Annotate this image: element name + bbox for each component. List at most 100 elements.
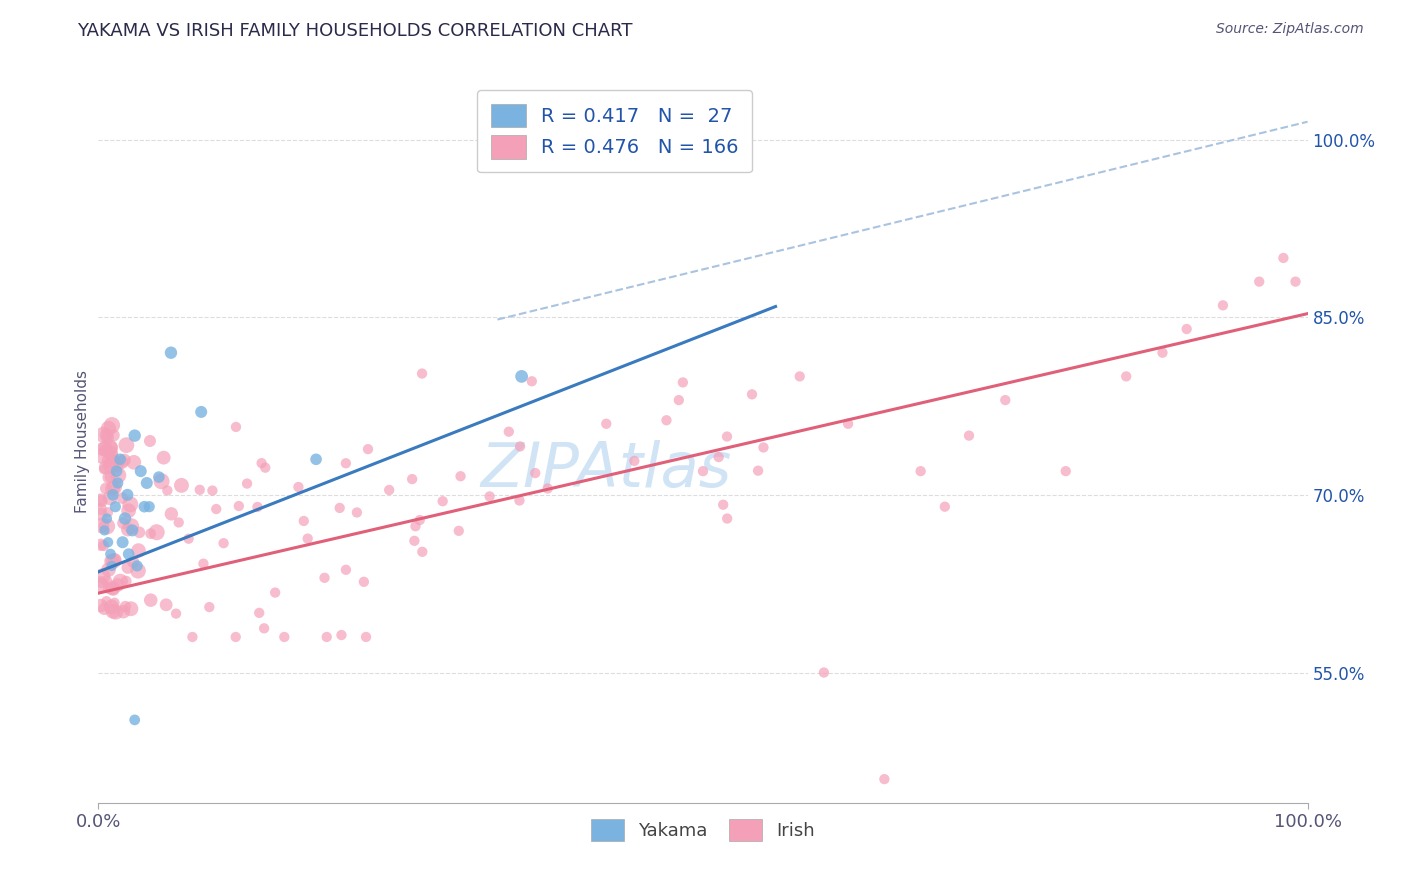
Point: [98, 453, 121, 467]
Point: [98, 470, 121, 484]
Point: [155, 598, 177, 612]
Point: [90, 599, 112, 613]
Point: [115, 438, 138, 452]
Point: [103, 480, 125, 494]
Point: [716, 429, 738, 443]
Point: [93, 539, 115, 553]
Point: [100, 558, 122, 573]
Point: [1249, 275, 1271, 289]
Point: [330, 628, 353, 642]
Point: [129, 464, 152, 478]
Point: [247, 606, 270, 620]
Point: [90, 578, 112, 592]
Point: [510, 369, 533, 384]
Point: [160, 345, 183, 359]
Point: [135, 475, 157, 490]
Point: [346, 506, 368, 520]
Point: [100, 547, 122, 561]
Point: [228, 499, 250, 513]
Point: [411, 545, 433, 559]
Point: [117, 523, 139, 537]
Point: [128, 525, 150, 540]
Point: [97, 563, 120, 577]
Point: [623, 454, 645, 468]
Point: [873, 772, 896, 786]
Point: [107, 578, 129, 592]
Point: [498, 425, 520, 439]
Point: [145, 525, 167, 540]
Point: [297, 532, 319, 546]
Point: [198, 600, 221, 615]
Text: ZIPAtlas: ZIPAtlas: [481, 441, 733, 500]
Point: [139, 593, 162, 607]
Point: [100, 599, 122, 614]
Point: [711, 498, 734, 512]
Point: [90, 518, 112, 533]
Point: [96, 428, 118, 442]
Point: [111, 535, 134, 549]
Point: [117, 560, 139, 574]
Point: [96, 511, 118, 525]
Point: [112, 605, 135, 619]
Point: [353, 574, 375, 589]
Point: [273, 630, 295, 644]
Point: [124, 428, 146, 442]
Point: [404, 519, 426, 533]
Point: [101, 582, 124, 596]
Point: [1284, 275, 1306, 289]
Point: [100, 452, 122, 467]
Point: [90, 508, 112, 522]
Point: [101, 604, 124, 618]
Point: [741, 387, 763, 401]
Point: [253, 621, 276, 635]
Point: [335, 563, 357, 577]
Point: [264, 585, 287, 599]
Point: [508, 493, 530, 508]
Point: [401, 472, 423, 486]
Point: [90, 494, 112, 508]
Point: [357, 442, 380, 457]
Point: [101, 581, 124, 595]
Point: [104, 500, 127, 514]
Point: [148, 470, 170, 484]
Point: [1212, 298, 1234, 312]
Point: [335, 456, 357, 470]
Point: [124, 713, 146, 727]
Point: [104, 553, 127, 567]
Point: [752, 441, 775, 455]
Point: [789, 369, 811, 384]
Point: [94, 440, 117, 454]
Point: [193, 557, 215, 571]
Point: [595, 417, 617, 431]
Point: [94, 482, 117, 496]
Point: [250, 456, 273, 470]
Point: [1054, 464, 1077, 478]
Point: [329, 500, 352, 515]
Point: [117, 504, 139, 518]
Point: [188, 483, 211, 497]
Point: [450, 469, 472, 483]
Point: [292, 514, 315, 528]
Point: [105, 464, 128, 478]
Point: [837, 417, 859, 431]
Point: [111, 455, 134, 469]
Point: [655, 413, 678, 427]
Point: [90, 502, 112, 516]
Legend: Yakama, Irish: Yakama, Irish: [583, 812, 823, 848]
Point: [747, 464, 769, 478]
Point: [90, 538, 112, 552]
Point: [107, 475, 129, 490]
Point: [138, 500, 160, 514]
Point: [537, 482, 560, 496]
Point: [101, 450, 124, 464]
Point: [315, 630, 337, 644]
Point: [128, 543, 150, 558]
Point: [672, 376, 695, 390]
Point: [101, 554, 124, 568]
Point: [170, 478, 193, 492]
Point: [103, 596, 125, 610]
Point: [118, 547, 141, 561]
Point: [117, 488, 139, 502]
Point: [100, 441, 122, 455]
Point: [165, 607, 187, 621]
